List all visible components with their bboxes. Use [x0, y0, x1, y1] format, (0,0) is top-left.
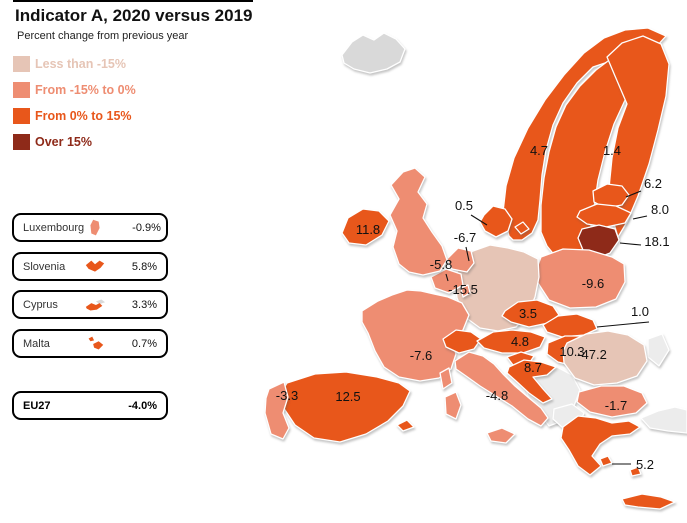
- country-romania: [562, 330, 648, 386]
- country-croatia: [506, 359, 557, 404]
- label-denmark: 0.5: [455, 198, 473, 213]
- country-bulgaria: [576, 385, 648, 418]
- cyprus-shape-icon: [85, 299, 106, 310]
- panel-box-slovenia: Slovenia 5.8%: [12, 252, 168, 281]
- slovenia-shape-icon: [85, 260, 105, 272]
- panel-box-eu27: EU27 -4.0%: [12, 391, 168, 420]
- country-ireland: [341, 208, 390, 246]
- country-united-kingdom: [389, 167, 448, 276]
- legend-item-less-than-minus15: Less than -15%: [13, 55, 136, 72]
- label-slovakia: 1.0: [631, 304, 649, 319]
- country-moldova: [647, 333, 670, 367]
- label-bulgaria: -1.7: [605, 398, 627, 413]
- label-belgium: -5.8: [430, 257, 452, 272]
- legend-label: Less than -15%: [35, 56, 127, 71]
- country-luxembourg: [460, 284, 471, 298]
- leader-estonia: [625, 190, 642, 198]
- country-turkey: [640, 406, 687, 434]
- country-austria: [476, 329, 546, 354]
- legend-label: Over 15%: [35, 134, 92, 149]
- label-finland: 1.4: [603, 143, 621, 158]
- legend-label: From -15% to 0%: [35, 82, 136, 97]
- panel-box-malta: Malta 0.7%: [12, 329, 168, 358]
- country-greece: [560, 415, 641, 476]
- label-croatia: 8.7: [524, 360, 542, 375]
- label-greece: 5.2: [636, 457, 654, 472]
- country-belgium: [430, 268, 464, 294]
- page-title: Indicator A, 2020 versus 2019: [15, 6, 253, 25]
- label-ireland: 11.8: [356, 222, 380, 237]
- panel-country-value: 0.7%: [131, 337, 157, 350]
- luxembourg-shape-icon: [90, 219, 100, 235]
- label-czechia: 3.5: [519, 306, 537, 321]
- label-sweden: 4.7: [530, 143, 548, 158]
- label-latvia: 8.0: [651, 202, 669, 217]
- country-estonia: [592, 183, 630, 209]
- panel-country-value: -0.9%: [132, 221, 161, 234]
- legend-swatch: [13, 81, 30, 98]
- panel-country-value: 5.8%: [131, 260, 157, 273]
- label-france: -7.6: [410, 348, 432, 363]
- label-netherlands: -6.7: [454, 230, 476, 245]
- legend-label: From 0% to 15%: [35, 108, 132, 123]
- country-italy: [454, 351, 549, 427]
- legend: Less than -15% From -15% to 0% From 0% t…: [13, 55, 136, 159]
- country-iceland: [341, 32, 406, 74]
- label-germany: -15.5: [448, 282, 478, 297]
- leader-netherlands: [465, 246, 470, 262]
- country-switzerland: [442, 329, 482, 354]
- label-portugal: -3.3: [276, 388, 298, 403]
- panel-eu27-value: -4.0%: [128, 399, 157, 412]
- greek-island: [599, 455, 613, 467]
- legend-swatch: [13, 133, 30, 150]
- greek-island: [629, 466, 642, 477]
- country-slovakia: [542, 313, 598, 338]
- panel-box-cyprus: Cyprus 3.3%: [12, 290, 168, 319]
- label-lithuania: 18.1: [644, 234, 669, 249]
- island-sardinia: [444, 391, 462, 420]
- legend-swatch: [13, 107, 30, 124]
- leader-slovakia: [596, 321, 650, 328]
- country-spain: [280, 371, 411, 443]
- chart-subtitle: Percent change from previous year: [17, 30, 189, 42]
- label-poland: -9.6: [582, 276, 604, 291]
- country-denmark: [479, 205, 513, 238]
- leader-belgium: [445, 273, 449, 282]
- leader-latvia: [632, 215, 648, 220]
- panel-country-name: Slovenia: [23, 260, 66, 273]
- label-romania: -47.2: [577, 347, 607, 362]
- panel-box-luxembourg: Luxembourg -0.9%: [12, 213, 168, 242]
- island-crete: [621, 493, 676, 510]
- country-latvia: [576, 203, 632, 228]
- label-spain: 12.5: [335, 389, 360, 404]
- country-portugal: [264, 381, 290, 440]
- island-corsica: [439, 367, 453, 390]
- panel-country-name: Cyprus: [23, 298, 58, 311]
- label-estonia: 6.2: [644, 176, 662, 191]
- top-rule: [13, 0, 253, 2]
- country-denmark-island: [514, 221, 530, 235]
- legend-item-minus15-to-0: From -15% to 0%: [13, 81, 136, 98]
- legend-item-over-15: Over 15%: [13, 133, 136, 150]
- legend-item-0-to-15: From 0% to 15%: [13, 107, 136, 124]
- island-balearics: [396, 419, 415, 432]
- island-sicily: [486, 427, 516, 444]
- label-austria: 4.8: [511, 334, 529, 349]
- panel-country-name: Luxembourg: [23, 221, 85, 234]
- malta-shape-icon: [88, 336, 104, 349]
- label-hungary: 10.3: [559, 344, 584, 359]
- legend-swatch: [13, 55, 30, 72]
- panel-eu27-name: EU27: [23, 399, 51, 412]
- panel-country-name: Malta: [23, 337, 50, 350]
- label-italy: -4.8: [486, 388, 508, 403]
- leader-lithuania: [619, 242, 642, 246]
- panel-country-value: 3.3%: [131, 298, 157, 311]
- leader-denmark: [470, 214, 488, 226]
